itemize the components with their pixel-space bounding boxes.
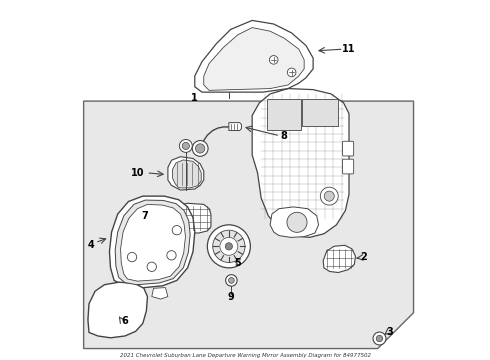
Polygon shape	[229, 123, 242, 131]
Polygon shape	[168, 157, 204, 190]
FancyBboxPatch shape	[267, 99, 300, 130]
Circle shape	[196, 144, 205, 153]
Text: 11: 11	[342, 44, 355, 54]
Polygon shape	[323, 245, 355, 273]
Polygon shape	[115, 200, 190, 285]
Text: 4: 4	[87, 239, 94, 249]
Circle shape	[324, 191, 334, 201]
Circle shape	[172, 226, 181, 235]
FancyBboxPatch shape	[343, 159, 354, 174]
Circle shape	[228, 278, 234, 283]
Circle shape	[192, 140, 208, 156]
Text: 10: 10	[131, 168, 144, 178]
Circle shape	[320, 187, 338, 205]
Polygon shape	[252, 89, 349, 237]
Polygon shape	[109, 196, 195, 288]
FancyBboxPatch shape	[302, 99, 338, 126]
Circle shape	[127, 252, 137, 262]
Text: 1: 1	[192, 93, 198, 103]
Polygon shape	[175, 203, 211, 233]
Polygon shape	[172, 160, 201, 188]
Polygon shape	[88, 282, 147, 338]
Circle shape	[167, 251, 176, 260]
Circle shape	[182, 142, 190, 149]
Circle shape	[225, 275, 237, 286]
Circle shape	[270, 55, 278, 64]
Circle shape	[373, 332, 386, 345]
Polygon shape	[204, 28, 304, 90]
Text: 3: 3	[386, 327, 392, 337]
Circle shape	[287, 68, 296, 77]
Text: 7: 7	[141, 211, 148, 221]
Text: 2: 2	[360, 252, 367, 262]
Circle shape	[220, 237, 238, 255]
Circle shape	[225, 243, 232, 250]
Circle shape	[287, 212, 307, 232]
Polygon shape	[195, 21, 313, 92]
Polygon shape	[84, 101, 414, 348]
Circle shape	[376, 335, 383, 342]
Text: 9: 9	[228, 292, 235, 302]
Polygon shape	[152, 288, 168, 299]
FancyBboxPatch shape	[343, 141, 354, 156]
Circle shape	[213, 230, 245, 262]
Circle shape	[179, 139, 192, 152]
Circle shape	[207, 225, 250, 268]
Polygon shape	[121, 204, 186, 281]
Circle shape	[147, 262, 156, 271]
Text: 6: 6	[122, 316, 128, 326]
Text: 5: 5	[234, 258, 241, 268]
Text: 2021 Chevrolet Suburban Lane Departure Warning Mirror Assembly Diagram for 84977: 2021 Chevrolet Suburban Lane Departure W…	[120, 353, 370, 358]
Text: 8: 8	[281, 131, 288, 141]
Polygon shape	[270, 207, 318, 237]
